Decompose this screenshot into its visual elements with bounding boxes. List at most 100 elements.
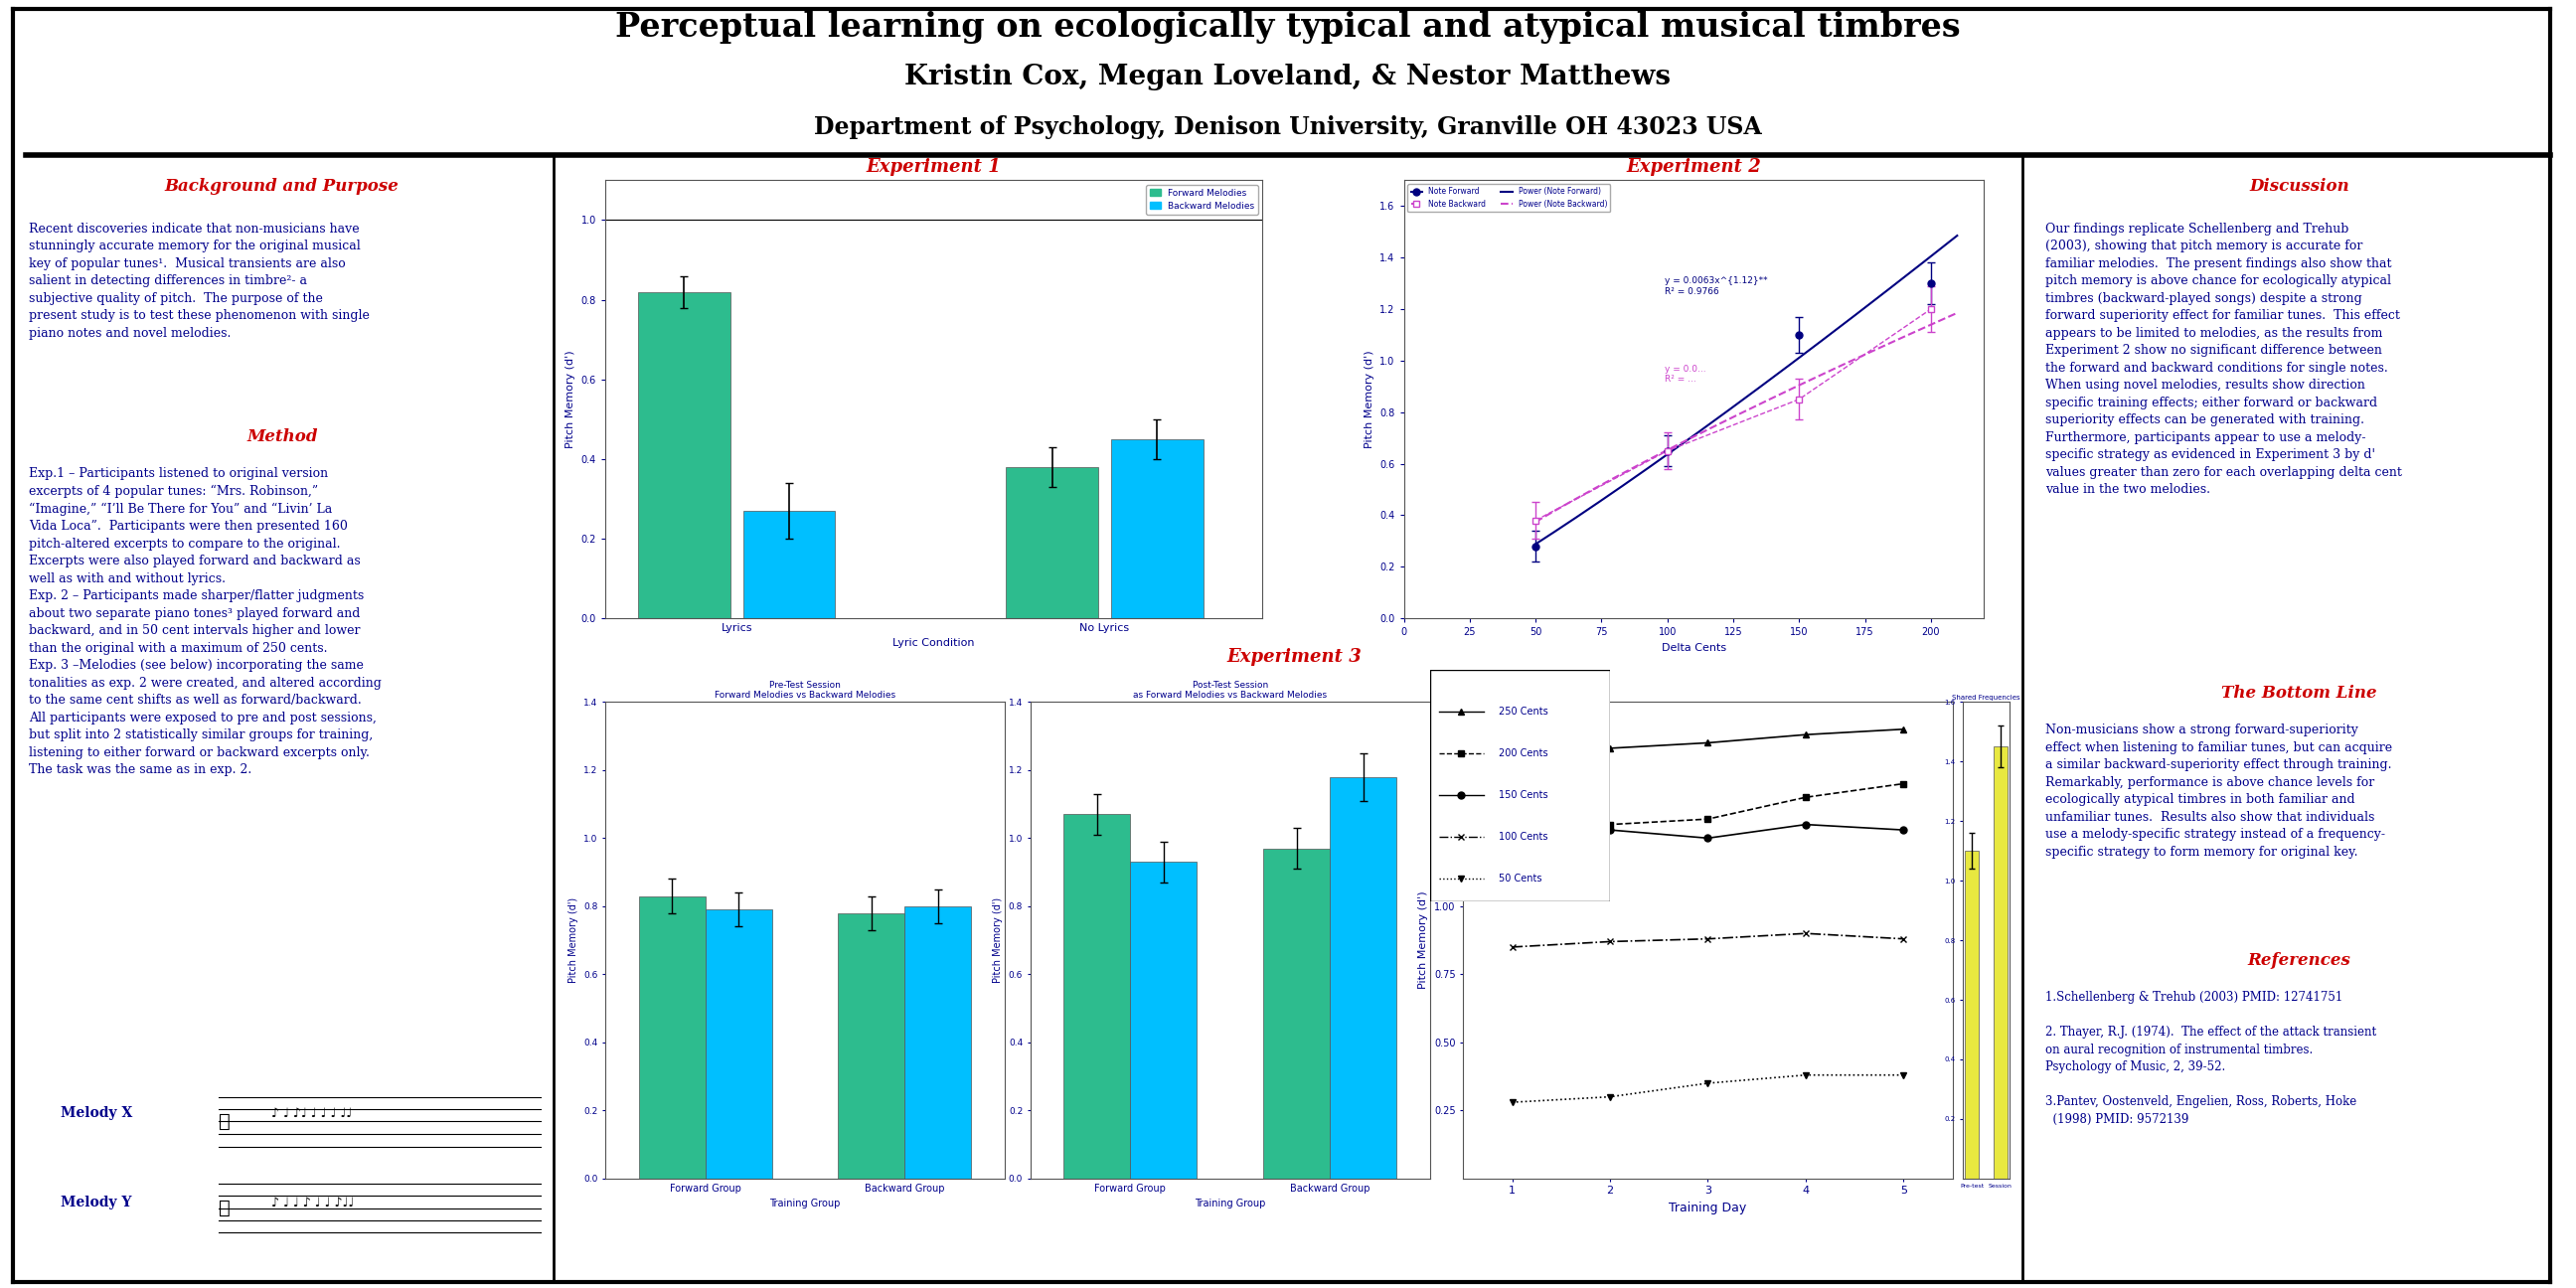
Text: 1.Schellenberg & Trehub (2003) PMID: 12741751

2. Thayer, R.J. (1974).  The effe: 1.Schellenberg & Trehub (2003) PMID: 127… <box>2045 990 2378 1126</box>
Text: Our findings replicate Schellenberg and Trehub
(2003), showing that pitch memory: Our findings replicate Schellenberg and … <box>2045 223 2403 496</box>
100 Cents <box>1497 939 1528 954</box>
Text: Exp.1 – Participants listened to original version
excerpts of 4 popular tunes: “: Exp.1 – Participants listened to origina… <box>28 468 381 777</box>
150 Cents <box>1497 831 1528 846</box>
Point <box>526 1200 556 1216</box>
Legend: Note Forward, Note Backward, Power (Note Forward), Power (Note Backward): Note Forward, Note Backward, Power (Note… <box>1406 184 1610 211</box>
Bar <box>1110 439 1203 618</box>
250 Cents <box>1888 721 1919 737</box>
Text: Melody Y: Melody Y <box>59 1195 131 1209</box>
Bar <box>639 896 706 1179</box>
50 Cents <box>1497 1095 1528 1110</box>
150 Cents <box>1888 822 1919 837</box>
Point <box>204 1140 234 1155</box>
Point <box>204 1101 234 1117</box>
Text: Discussion: Discussion <box>2249 178 2349 194</box>
Line: 200 Cents: 200 Cents <box>1510 781 1906 841</box>
Bar <box>1329 777 1396 1179</box>
Bar <box>1965 851 1978 1179</box>
Text: 100 Cents: 100 Cents <box>1499 832 1548 841</box>
200 Cents <box>1692 811 1723 827</box>
Title: Pre-Test Session
Forward Melodies vs Backward Melodies: Pre-Test Session Forward Melodies vs Bac… <box>714 680 896 699</box>
250 Cents <box>1790 726 1821 742</box>
Bar <box>1994 747 2007 1179</box>
50 Cents <box>1790 1068 1821 1083</box>
Text: Background and Purpose: Background and Purpose <box>165 178 399 194</box>
Bar <box>1007 468 1097 618</box>
Text: ♪ ♩ ♪♩ ♩ ♩ ♩ ♩♩: ♪ ♩ ♪♩ ♩ ♩ ♩ ♩♩ <box>270 1108 353 1121</box>
X-axis label: Training Group: Training Group <box>1195 1199 1265 1208</box>
Bar <box>1262 849 1329 1179</box>
Point <box>526 1225 556 1240</box>
Point <box>204 1200 234 1216</box>
Title: Post-Test Session
as Forward Melodies vs Backward Melodies: Post-Test Session as Forward Melodies vs… <box>1133 680 1327 699</box>
X-axis label: Training Day: Training Day <box>1669 1202 1747 1215</box>
150 Cents <box>1692 831 1723 846</box>
Bar <box>904 907 971 1179</box>
Bar <box>706 909 773 1179</box>
150 Cents <box>1790 817 1821 832</box>
250 Cents <box>1595 741 1625 756</box>
Bar <box>1064 814 1131 1179</box>
200 Cents <box>1497 831 1528 846</box>
Text: Method: Method <box>247 429 317 446</box>
Text: The Bottom Line: The Bottom Line <box>2221 685 2378 702</box>
Point <box>526 1189 556 1204</box>
Legend: Forward Melodies, Backward Melodies: Forward Melodies, Backward Melodies <box>1146 184 1257 214</box>
Point <box>204 1090 234 1105</box>
Point <box>526 1140 556 1155</box>
Point <box>204 1225 234 1240</box>
Bar <box>639 292 729 618</box>
Text: Kristin Cox, Megan Loveland, & Nestor Matthews: Kristin Cox, Megan Loveland, & Nestor Ma… <box>904 64 1672 90</box>
Text: y = 0.0063x^{1.12}**
R² = 0.9766: y = 0.0063x^{1.12}** R² = 0.9766 <box>1664 277 1767 296</box>
Point <box>526 1090 556 1105</box>
Text: ♪ ♩ ♩ ♪ ♩ ♩ ♪♩♩: ♪ ♩ ♩ ♪ ♩ ♩ ♪♩♩ <box>270 1197 355 1209</box>
Line: 50 Cents: 50 Cents <box>1510 1072 1906 1105</box>
Text: 𝄞: 𝄞 <box>219 1112 229 1131</box>
Text: Recent discoveries indicate that non-musicians have
stunningly accurate memory f: Recent discoveries indicate that non-mus… <box>28 223 368 340</box>
Text: Perceptual learning on ecologically typical and atypical musical timbres: Perceptual learning on ecologically typi… <box>616 12 1960 44</box>
Bar <box>744 511 835 618</box>
100 Cents <box>1692 931 1723 947</box>
Title: Shared Frequencies: Shared Frequencies <box>1953 694 2020 701</box>
100 Cents <box>1790 926 1821 942</box>
Text: 150 Cents: 150 Cents <box>1499 790 1548 800</box>
250 Cents <box>1497 748 1528 764</box>
Point <box>204 1114 234 1130</box>
200 Cents <box>1790 790 1821 805</box>
X-axis label: Training Group: Training Group <box>770 1199 840 1208</box>
Bar <box>837 913 904 1179</box>
X-axis label: Lyric Condition: Lyric Condition <box>894 639 974 648</box>
Y-axis label: Pitch Memory (d'): Pitch Memory (d') <box>1419 891 1430 989</box>
Point <box>204 1213 234 1229</box>
200 Cents <box>1595 817 1625 832</box>
Bar <box>1131 862 1198 1179</box>
50 Cents <box>1888 1068 1919 1083</box>
Title: Experiment 2: Experiment 2 <box>1625 158 1762 176</box>
Y-axis label: Pitch Memory (d'): Pitch Memory (d') <box>1365 350 1373 448</box>
Line: 150 Cents: 150 Cents <box>1510 820 1906 841</box>
Text: 250 Cents: 250 Cents <box>1499 707 1548 716</box>
FancyBboxPatch shape <box>1430 670 1610 902</box>
Line: 250 Cents: 250 Cents <box>1510 725 1906 760</box>
Text: Melody X: Melody X <box>59 1106 131 1121</box>
Text: 50 Cents: 50 Cents <box>1499 873 1540 884</box>
Point <box>204 1176 234 1191</box>
Point <box>204 1189 234 1204</box>
200 Cents <box>1888 775 1919 791</box>
150 Cents <box>1595 822 1625 837</box>
Text: 200 Cents: 200 Cents <box>1499 748 1548 759</box>
50 Cents <box>1595 1090 1625 1105</box>
100 Cents <box>1888 931 1919 947</box>
50 Cents <box>1692 1075 1723 1091</box>
Text: 𝄞: 𝄞 <box>219 1199 229 1217</box>
Point <box>526 1101 556 1117</box>
Point <box>526 1213 556 1229</box>
100 Cents <box>1595 934 1625 949</box>
Line: 100 Cents: 100 Cents <box>1510 930 1906 951</box>
Text: Department of Psychology, Denison University, Granville OH 43023 USA: Department of Psychology, Denison Univer… <box>814 115 1762 139</box>
Text: Experiment 3: Experiment 3 <box>1226 648 1363 666</box>
Point <box>204 1126 234 1141</box>
Y-axis label: Pitch Memory (d'): Pitch Memory (d') <box>994 898 1002 983</box>
250 Cents <box>1692 735 1723 751</box>
Y-axis label: Pitch Memory (d'): Pitch Memory (d') <box>567 350 574 448</box>
